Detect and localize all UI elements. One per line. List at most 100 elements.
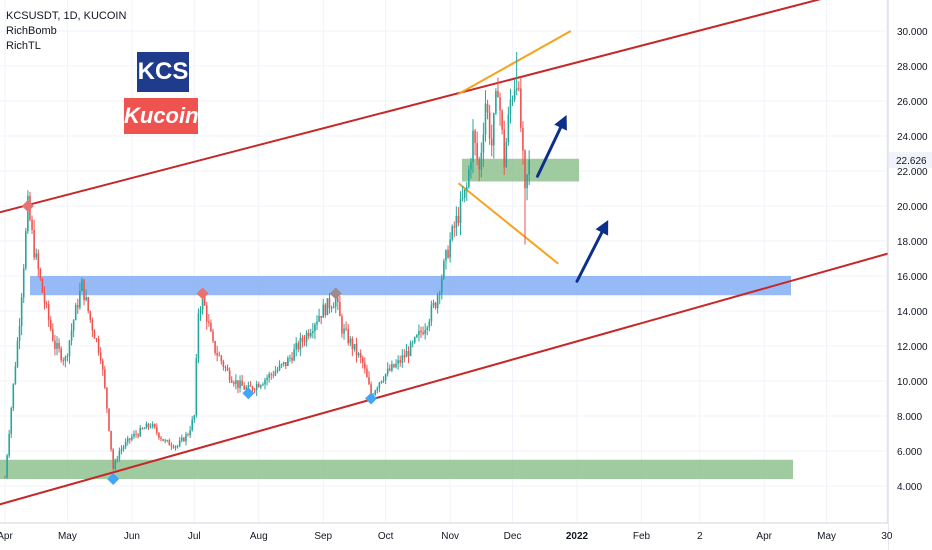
- time-axis[interactable]: Apr May Jun Jul Aug Sep Oct Nov Dec 2022 Feb 2 Apr Ma…: [0, 531, 893, 542]
- pivot-markers: [21, 200, 378, 485]
- trend-lines: [0, 0, 890, 506]
- arrow-shaft: [535, 126, 563, 178]
- candle-body: [524, 150, 526, 189]
- candle-body: [230, 380, 233, 383]
- candle-body: [189, 430, 191, 436]
- candle-body: [389, 368, 391, 371]
- candle-body: [178, 440, 181, 446]
- symbol-line[interactable]: KCSUSDT, 1D, KUCOIN: [6, 10, 127, 22]
- candle-body: [422, 332, 424, 335]
- candle-body: [432, 302, 435, 306]
- candle-body: [449, 239, 451, 258]
- candle-body: [318, 316, 320, 322]
- last-price-value: 22.626: [896, 156, 927, 167]
- candle-body: [359, 353, 362, 358]
- candle-body: [386, 368, 389, 374]
- candle-body: [330, 308, 333, 309]
- candle-body: [220, 355, 223, 362]
- candle-body: [47, 304, 50, 320]
- candle-body: [397, 360, 399, 364]
- candle-body: [289, 357, 291, 359]
- arrow-head: [554, 115, 567, 131]
- candle-body: [49, 319, 52, 330]
- candle-body: [293, 349, 295, 361]
- chart-grid: [0, 0, 888, 523]
- candle-body: [457, 216, 460, 223]
- last-price-box: [889, 152, 932, 169]
- candle-body: [126, 438, 129, 443]
- candle-body: [459, 199, 462, 223]
- candle-body: [382, 380, 385, 381]
- candle-body: [522, 127, 524, 151]
- candle-body: [260, 385, 262, 388]
- candle-body: [181, 437, 183, 441]
- candle-body: [334, 297, 337, 307]
- candle-body: [285, 362, 287, 366]
- kucoin-logo: Kucoin: [124, 98, 199, 134]
- bottom-marker: [242, 387, 255, 400]
- candle-body: [278, 365, 281, 370]
- candle-body: [253, 389, 256, 391]
- y-tick-label: 26.000: [897, 97, 928, 108]
- arrow-head: [595, 220, 609, 236]
- indicator-richtl[interactable]: RichTL: [6, 40, 41, 52]
- candle-body: [212, 331, 214, 342]
- candle-body: [453, 226, 456, 228]
- candle-body: [247, 385, 250, 388]
- candle-body: [351, 338, 354, 350]
- top-marker: [196, 287, 209, 300]
- candle-body: [411, 342, 414, 344]
- y-tick-label: 20.000: [897, 202, 928, 213]
- candle-body: [276, 369, 279, 372]
- candle-body: [520, 88, 522, 128]
- candle-body: [505, 142, 508, 168]
- candle-body: [395, 363, 397, 368]
- price-axis[interactable]: 30.000 28.000 26.000 24.000 22.000 20.000 18.0…: [897, 27, 928, 493]
- candle-body: [41, 278, 44, 293]
- y-tick-label: 22.000: [897, 167, 928, 178]
- candle-body: [441, 278, 443, 293]
- lower-trend-line: [0, 252, 890, 506]
- candle-body: [353, 343, 356, 350]
- candle-body: [16, 340, 19, 367]
- candle-body: [143, 428, 146, 430]
- candle-body: [266, 377, 268, 380]
- candle-body: [499, 97, 501, 111]
- candle-body: [307, 332, 310, 337]
- support-zone: [462, 158, 579, 182]
- candle-body: [517, 88, 520, 90]
- candle-body: [314, 324, 316, 332]
- candle-body: [139, 427, 141, 437]
- candle-body: [27, 195, 29, 232]
- candle-body: [210, 322, 212, 332]
- candle-body: [205, 305, 208, 322]
- candle-body: [170, 445, 173, 447]
- candle-body: [129, 438, 131, 440]
- candle-body: [183, 437, 185, 442]
- candle-body: [145, 423, 148, 429]
- bottom-zone: [0, 459, 793, 479]
- candle-body: [255, 383, 258, 391]
- candle-body: [114, 460, 117, 469]
- candle-body: [409, 342, 412, 356]
- x-tick-label: 2: [697, 531, 703, 542]
- candle-body: [191, 419, 193, 431]
- candle-body: [493, 113, 495, 146]
- wedge-upper-line: [457, 30, 572, 95]
- candle-body: [87, 297, 89, 312]
- candle-body: [77, 305, 79, 308]
- indicator-richbomb[interactable]: RichBomb: [6, 25, 57, 37]
- candle-body: [488, 112, 491, 139]
- candle-body: [124, 442, 127, 447]
- candle-body: [282, 362, 285, 365]
- candle-body: [299, 337, 302, 350]
- candle-body: [249, 385, 252, 387]
- candle-body: [166, 440, 169, 441]
- arrow-shaft: [575, 230, 604, 283]
- candle-body: [164, 440, 166, 442]
- candle-body: [343, 328, 345, 334]
- x-tick-label: 2022: [566, 531, 589, 542]
- candle-body: [376, 387, 379, 391]
- candle-body: [106, 387, 108, 409]
